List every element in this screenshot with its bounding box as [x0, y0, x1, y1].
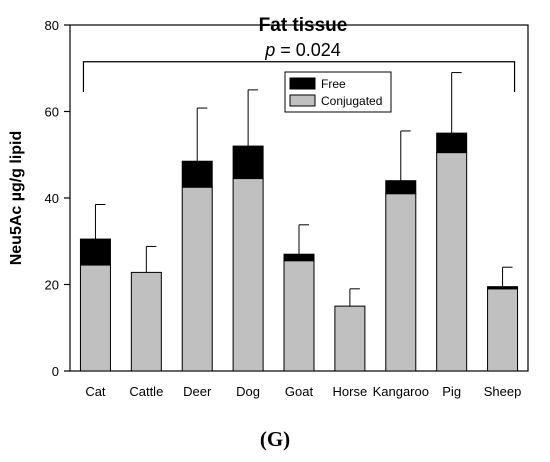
x-tick-label: Cattle — [129, 384, 163, 399]
bar-conjugated — [436, 152, 468, 372]
bar-free — [436, 132, 468, 154]
bar-free — [79, 238, 111, 266]
p-value: = 0.024 — [275, 40, 341, 60]
bar-conjugated — [283, 260, 315, 372]
bar-marks — [79, 72, 519, 372]
bar-conjugated — [232, 178, 264, 372]
bar-free — [487, 286, 519, 290]
axes: Cat Cattle Deer Dog Goat Horse Kangaroo Pig Shee… — [8, 18, 521, 399]
panel-label: (G) — [260, 427, 290, 451]
bar-conjugated — [130, 271, 162, 372]
legend-label-conjugated: Conjugated — [321, 94, 382, 108]
y-tick-label: 0 — [52, 364, 59, 379]
annotations: Fat tissue p = 0.024 Free Conjugated (G) — [82, 15, 516, 451]
significance-bracket — [82, 61, 516, 93]
x-tick-label: Goat — [285, 384, 314, 399]
x-tick-label: Dog — [236, 384, 260, 399]
legend-label-free: Free — [321, 77, 346, 91]
bar-free — [232, 145, 264, 180]
bar-free — [181, 160, 213, 188]
y-tick-label: 60 — [45, 105, 59, 120]
y-tick-label: 40 — [45, 191, 59, 206]
bar-conjugated — [79, 264, 111, 372]
bar-conjugated — [385, 193, 417, 372]
x-tick-label: Pig — [442, 384, 461, 399]
y-tick-label: 20 — [45, 278, 59, 293]
chart-title: Fat tissue — [259, 15, 348, 36]
bar-free — [283, 253, 315, 262]
bar-conjugated — [334, 305, 366, 372]
bar-conjugated — [487, 288, 519, 372]
x-tick-label: Sheep — [484, 384, 522, 399]
y-tick-label: 80 — [45, 18, 59, 33]
x-tick-label: Horse — [333, 384, 368, 399]
x-tick-label: Kangaroo — [373, 384, 429, 399]
legend-swatch-free — [289, 77, 316, 90]
bar-conjugated — [181, 186, 213, 372]
x-tick-label: Deer — [183, 384, 212, 399]
x-tick-label: Cat — [85, 384, 106, 399]
p-symbol: p — [264, 40, 275, 60]
p-value-annotation: p = 0.024 — [264, 40, 341, 60]
y-axis-label: Neu5Ac µg/g lipid — [8, 131, 25, 266]
legend-swatch-conjugated — [289, 94, 316, 107]
bar-free — [385, 180, 417, 195]
